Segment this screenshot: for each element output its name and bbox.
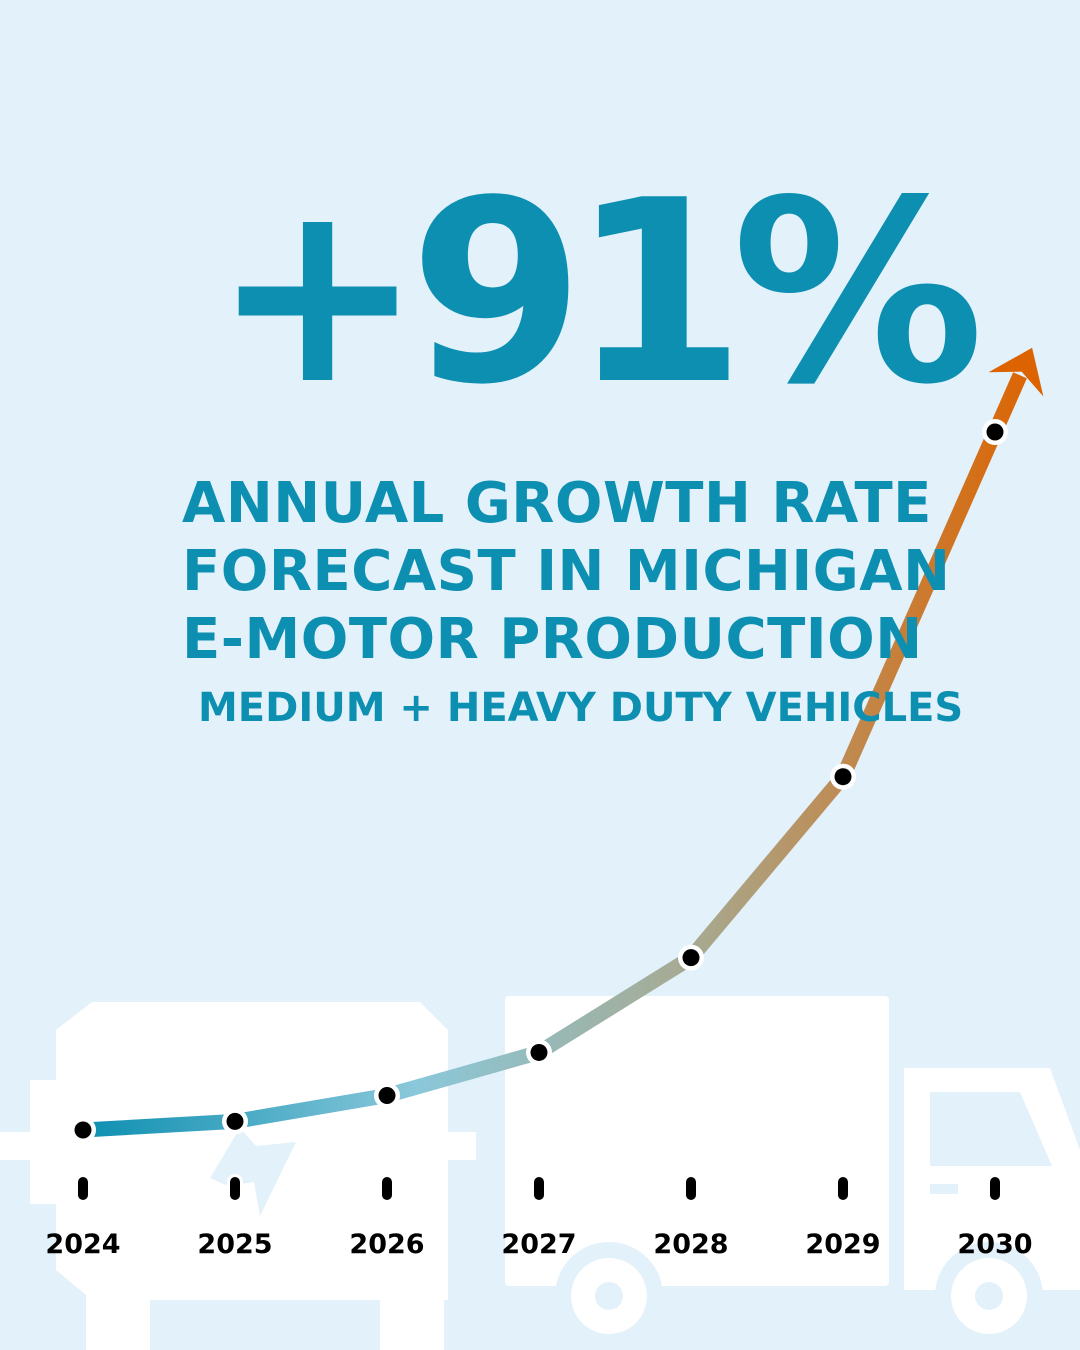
data-point-2028 [682, 949, 700, 967]
tick-mark-2026 [382, 1177, 392, 1200]
data-point-2024 [74, 1121, 92, 1139]
tick-mark-2029 [838, 1177, 848, 1200]
headline-line-3: E-MOTOR PRODUCTION [182, 607, 923, 672]
data-point-2025 [226, 1112, 244, 1130]
growth-rate-stat: +91% [212, 147, 984, 440]
x-tick-label-2028: 2028 [653, 1229, 728, 1260]
box-truck-icon [505, 996, 1080, 1350]
data-point-2029 [834, 768, 852, 786]
tick-mark-2030 [990, 1177, 1000, 1200]
x-tick-label-2026: 2026 [349, 1229, 424, 1260]
x-tick-label-2029: 2029 [805, 1229, 880, 1260]
data-point-2026 [378, 1087, 396, 1105]
series-line [82, 372, 1027, 1138]
tick-mark-2028 [686, 1177, 696, 1200]
x-tick-label-2027: 2027 [501, 1229, 576, 1260]
x-tick-label-2024: 2024 [45, 1229, 120, 1260]
electric-motor-icon [0, 1002, 476, 1350]
data-point-2027 [530, 1043, 548, 1061]
x-tick-label-2025: 2025 [197, 1229, 272, 1260]
tick-mark-2024 [78, 1177, 88, 1200]
headline-line-1: ANNUAL GROWTH RATE [182, 471, 932, 536]
subheadline: MEDIUM + HEAVY DUTY VEHICLES [198, 685, 964, 731]
headline: ANNUAL GROWTH RATE FORECAST IN MICHIGAN … [0, 470, 1080, 734]
headline-line-2: FORECAST IN MICHIGAN [182, 539, 951, 604]
tick-mark-2025 [230, 1177, 240, 1200]
x-tick-label-2030: 2030 [957, 1229, 1032, 1260]
data-point-2030 [986, 423, 1004, 441]
tick-mark-2027 [534, 1177, 544, 1200]
upward-arrow-icon [988, 347, 1044, 397]
